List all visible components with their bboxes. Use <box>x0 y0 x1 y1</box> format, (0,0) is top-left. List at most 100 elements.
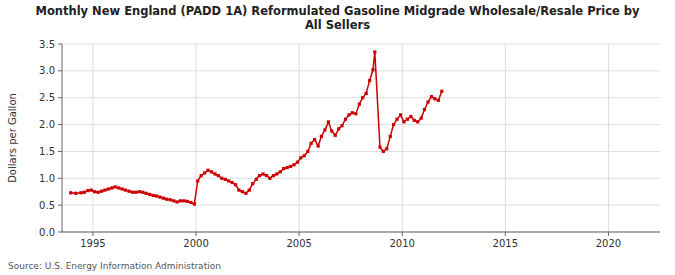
y-tick <box>58 205 62 206</box>
grid <box>62 44 660 232</box>
marker <box>416 120 419 123</box>
marker <box>241 190 244 193</box>
marker <box>409 115 412 118</box>
marker <box>200 174 203 177</box>
y-grid-line <box>62 151 660 152</box>
marker <box>237 189 240 192</box>
marker <box>268 177 271 180</box>
y-tick-label: 2.5 <box>39 92 55 103</box>
y-tick <box>58 151 62 152</box>
x-grid-line <box>402 44 403 232</box>
y-grid-line <box>62 178 660 179</box>
y-tick <box>58 97 62 98</box>
y-tick-label: 3.0 <box>39 65 55 76</box>
marker <box>371 68 374 71</box>
y-tick <box>58 44 62 45</box>
marker <box>179 199 182 202</box>
x-axis <box>62 232 660 233</box>
y-grid-line <box>62 97 660 98</box>
marker <box>248 189 251 192</box>
y-tick <box>58 70 62 71</box>
y-tick <box>58 124 62 125</box>
x-tick-label: 2015 <box>493 238 518 249</box>
marker <box>100 190 103 193</box>
marker <box>86 189 89 192</box>
marker <box>158 195 161 198</box>
y-axis-label: Dollars per Gallon <box>7 93 18 183</box>
y-tick-label: 0.0 <box>39 227 55 238</box>
y-tick-label: 1.5 <box>39 146 55 157</box>
marker <box>210 170 213 173</box>
y-tick-label: 0.5 <box>39 200 55 211</box>
y-axis <box>62 44 63 232</box>
x-tick <box>505 232 506 236</box>
marker <box>334 134 337 137</box>
marker <box>313 138 316 141</box>
marker <box>296 161 299 164</box>
marker <box>385 147 388 150</box>
line <box>71 52 442 204</box>
marker <box>127 190 130 193</box>
marker <box>395 118 398 121</box>
chart: Monthly New England (PADD 1A) Reformulat… <box>0 0 675 275</box>
marker <box>134 191 137 194</box>
marker <box>255 178 258 181</box>
x-tick-label: 2005 <box>286 238 311 249</box>
x-tick <box>299 232 300 236</box>
marker <box>258 174 261 177</box>
marker <box>382 150 385 153</box>
marker <box>330 129 333 132</box>
marker <box>217 174 220 177</box>
marker <box>413 119 416 122</box>
marker <box>114 185 117 188</box>
marker <box>261 172 264 175</box>
marker <box>165 198 168 201</box>
x-tick-label: 1995 <box>80 238 105 249</box>
marker <box>289 165 292 168</box>
marker <box>399 113 402 116</box>
marker <box>327 120 330 123</box>
marker <box>227 179 230 182</box>
marker <box>172 199 175 202</box>
y-grid-line <box>62 44 660 45</box>
series <box>69 50 443 205</box>
marker <box>124 189 127 192</box>
marker <box>317 144 320 147</box>
marker <box>224 178 227 181</box>
marker <box>272 174 275 177</box>
marker <box>244 192 247 195</box>
marker <box>152 194 155 197</box>
marker <box>320 135 323 138</box>
marker <box>423 108 426 111</box>
marker <box>182 199 185 202</box>
marker <box>103 189 106 192</box>
marker <box>344 118 347 121</box>
marker <box>117 186 120 189</box>
marker <box>189 201 192 204</box>
marker <box>141 191 144 194</box>
marker <box>175 200 178 203</box>
marker <box>282 167 285 170</box>
x-tick <box>196 232 197 236</box>
x-tick <box>402 232 403 236</box>
marker <box>323 128 326 131</box>
y-tick <box>58 232 62 233</box>
marker <box>354 112 357 115</box>
marker <box>340 124 343 127</box>
marker <box>392 123 395 126</box>
y-grid-line <box>62 70 660 71</box>
marker <box>74 192 77 195</box>
marker <box>389 135 392 138</box>
marker <box>303 154 306 157</box>
y-tick-label: 3.5 <box>39 39 55 50</box>
marker <box>169 198 172 201</box>
marker <box>309 142 312 145</box>
x-grid-line <box>299 44 300 232</box>
marker <box>358 103 361 106</box>
marker <box>265 174 268 177</box>
marker <box>279 170 282 173</box>
x-tick-label: 2000 <box>183 238 208 249</box>
marker <box>373 50 376 53</box>
y-tick-label: 1.0 <box>39 173 55 184</box>
title: Monthly New England (PADD 1A) Reformulat… <box>35 4 640 32</box>
